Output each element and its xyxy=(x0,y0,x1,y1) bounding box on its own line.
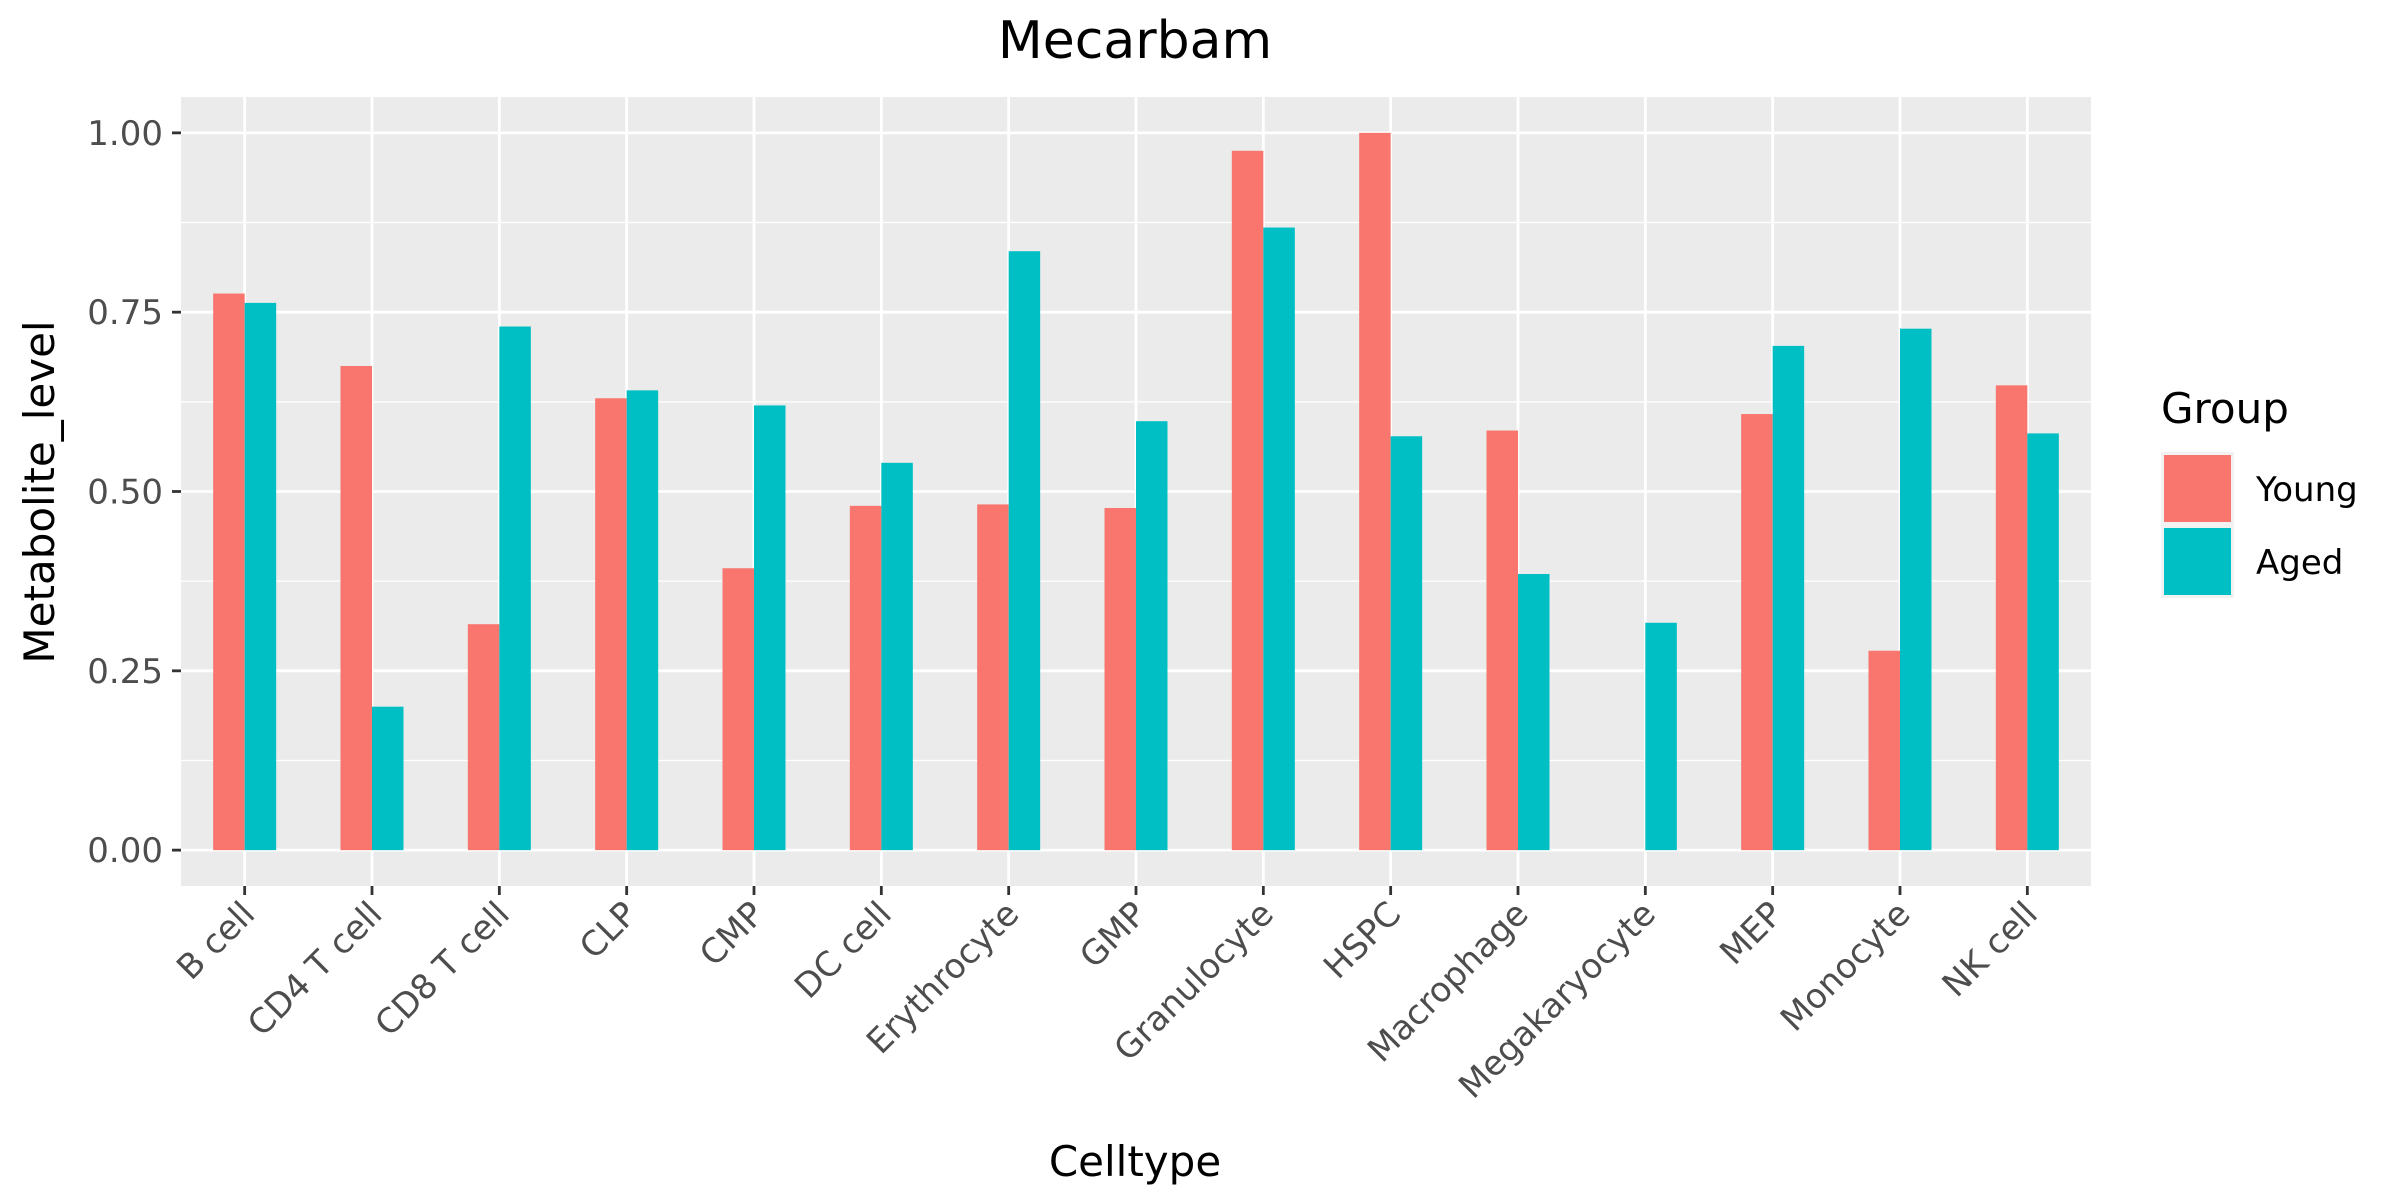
bar-young-macrophage xyxy=(1486,430,1518,851)
legend: Group Young Aged xyxy=(2161,384,2358,598)
bar-aged-cd8-t-cell xyxy=(499,326,531,851)
bar-young-erythrocyte xyxy=(977,504,1009,851)
x-tick-label: CMP xyxy=(692,894,772,974)
y-tick-label: 0.00 xyxy=(87,831,163,871)
x-tick-label: DC cell xyxy=(787,894,900,1007)
x-tick-label: HSPC xyxy=(1316,894,1409,987)
y-axis-title: Metabolite_level xyxy=(15,320,64,663)
x-axis-title: Celltype xyxy=(1049,1137,1221,1186)
x-tick-label: CD4 T cell xyxy=(240,894,390,1044)
bar-young-cd4-t-cell xyxy=(340,365,372,851)
bar-aged-granulocyte xyxy=(1263,227,1295,851)
bar-aged-cd4-t-cell xyxy=(372,706,404,851)
bar-young-hspc xyxy=(1359,132,1391,851)
legend-label-aged: Aged xyxy=(2256,543,2343,583)
x-tick-label: B cell xyxy=(169,894,263,988)
bar-aged-hspc xyxy=(1390,436,1423,851)
chart-title: Mecarbam xyxy=(998,11,1272,71)
bar-young-cmp xyxy=(722,568,754,851)
y-tick-label: 1.00 xyxy=(87,114,163,154)
bar-aged-monocyte xyxy=(1900,328,1932,851)
legend-swatch-aged xyxy=(2164,528,2231,595)
bars xyxy=(213,132,2059,851)
bar-aged-erythrocyte xyxy=(1008,251,1041,851)
legend-title: Group xyxy=(2161,384,2289,433)
bar-young-clp xyxy=(595,398,627,851)
legend-swatch-young xyxy=(2164,455,2231,522)
y-tick-label: 0.25 xyxy=(87,652,163,692)
bar-aged-clp xyxy=(626,390,659,851)
x-tick-label: Monocyte xyxy=(1773,894,1918,1039)
bar-young-mep xyxy=(1741,414,1773,851)
bar-aged-gmp xyxy=(1136,421,1168,851)
x-tick-label: MEP xyxy=(1712,894,1791,973)
y-tick-label: 0.50 xyxy=(87,473,163,513)
x-tick-label: GMP xyxy=(1072,894,1154,976)
bar-aged-dc-cell xyxy=(881,462,913,851)
bar-young-cd8-t-cell xyxy=(467,624,500,851)
y-axis: 0.00 0.25 0.50 0.75 1.00 xyxy=(87,114,181,871)
x-tick-label: NK cell xyxy=(1935,894,2046,1005)
bar-aged-megakaryocyte xyxy=(1645,622,1677,851)
y-tick-label: 0.75 xyxy=(87,293,163,333)
bar-aged-b-cell xyxy=(244,302,277,851)
bar-aged-nk-cell xyxy=(2027,433,2059,851)
legend-label-young: Young xyxy=(2255,470,2358,510)
bar-young-gmp xyxy=(1104,507,1136,851)
bar-young-granulocyte xyxy=(1231,150,1264,851)
bar-aged-cmp xyxy=(754,405,786,851)
x-tick-label: CLP xyxy=(572,894,645,967)
x-tick-label: CD8 T cell xyxy=(367,894,517,1044)
bar-young-b-cell xyxy=(213,293,245,851)
bar-young-monocyte xyxy=(1868,650,1900,851)
bar-young-nk-cell xyxy=(1995,385,2028,851)
bar-aged-mep xyxy=(1772,345,1805,851)
bar-aged-macrophage xyxy=(1518,573,1550,851)
bar-young-dc-cell xyxy=(849,505,882,851)
